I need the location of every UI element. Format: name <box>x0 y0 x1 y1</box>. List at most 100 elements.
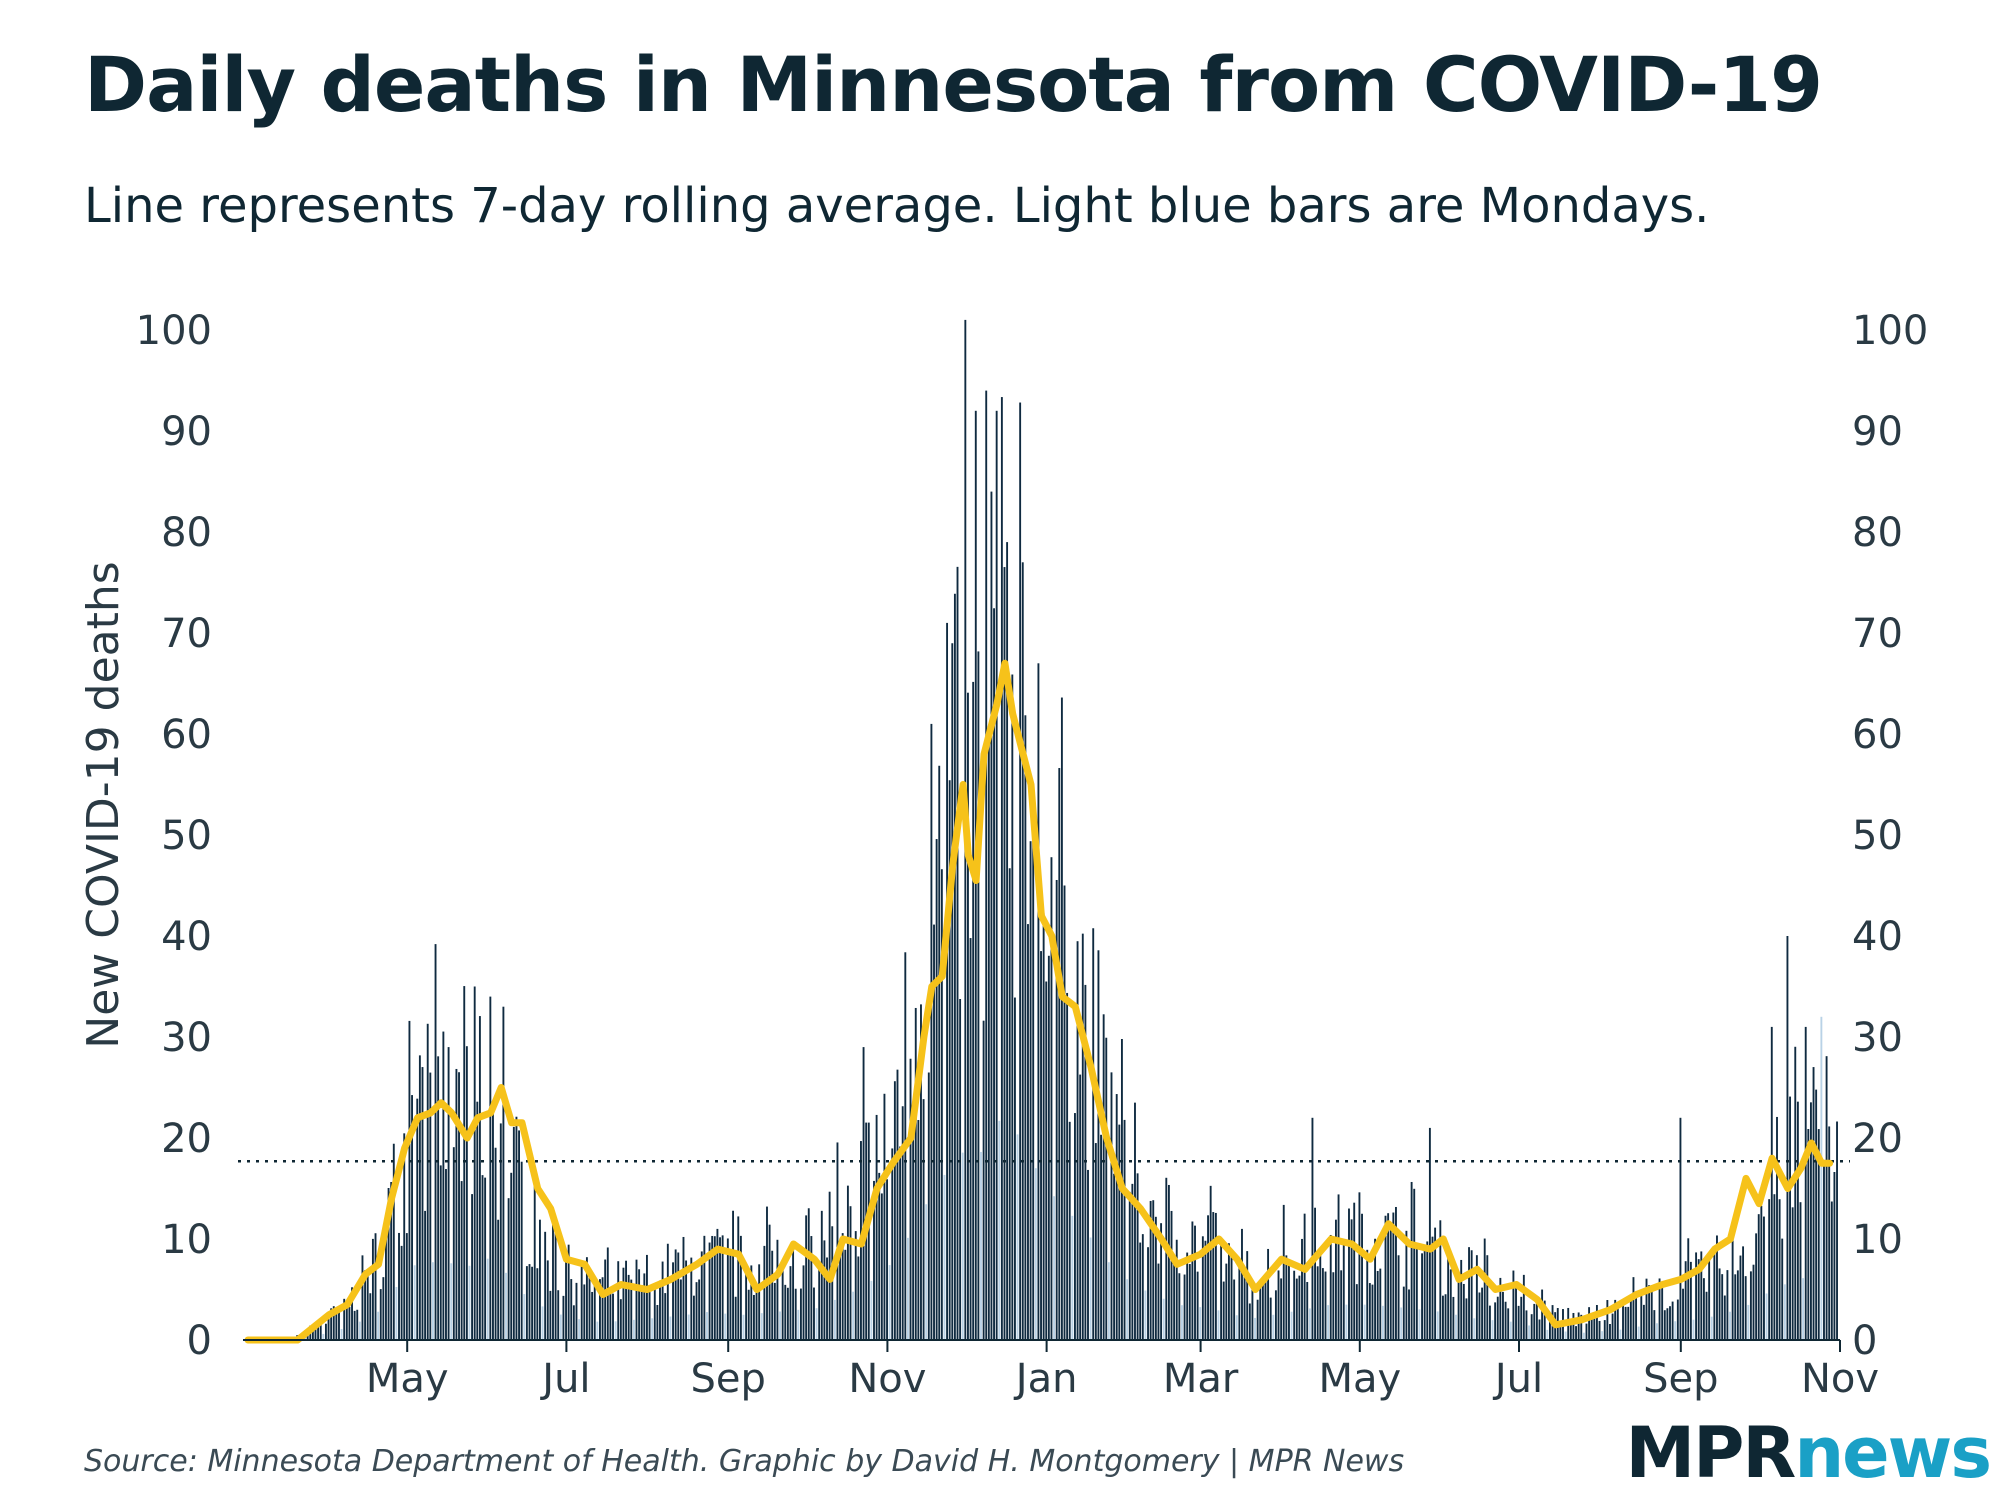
bar <box>886 1179 888 1340</box>
y-tick-label: 40 <box>161 914 212 960</box>
bar <box>1350 1219 1353 1340</box>
bar <box>1047 955 1050 1340</box>
bar <box>1499 1277 1502 1340</box>
monday-bar <box>1162 1298 1165 1340</box>
bar <box>1723 1295 1726 1340</box>
bar <box>512 1126 515 1340</box>
bar <box>1650 1285 1653 1340</box>
y-tick-label: 90 <box>161 409 212 455</box>
y-tick-label-right: 10 <box>1852 1217 1903 1263</box>
bar <box>1559 1321 1562 1340</box>
monday-bar <box>1181 1305 1183 1340</box>
bar <box>1757 1214 1760 1340</box>
bar <box>635 1259 638 1340</box>
bar <box>1042 913 1045 1340</box>
bar <box>1585 1323 1588 1340</box>
bar <box>1799 1202 1802 1340</box>
bar <box>948 780 951 1340</box>
bar <box>1622 1302 1624 1340</box>
bar <box>1288 1264 1290 1340</box>
bar <box>1136 1173 1139 1340</box>
bar <box>575 1282 578 1340</box>
bar <box>1405 1230 1408 1340</box>
bar <box>572 1305 575 1340</box>
bar <box>1110 1072 1113 1340</box>
bar <box>1773 1194 1776 1340</box>
bar <box>1060 697 1063 1340</box>
x-tick-label: Nov <box>1801 1356 1879 1402</box>
bar <box>1358 1192 1361 1340</box>
bar <box>732 1210 734 1340</box>
bar <box>820 1210 823 1340</box>
bar <box>1817 1129 1820 1340</box>
monday-bar <box>1820 1016 1823 1340</box>
x-tick-label: May <box>1318 1356 1401 1402</box>
bar <box>319 1325 322 1340</box>
bar <box>1661 1286 1664 1340</box>
bar <box>351 1287 353 1340</box>
bar <box>698 1279 701 1340</box>
monday-bar <box>632 1319 635 1340</box>
bar <box>747 1289 750 1340</box>
bar <box>703 1235 706 1340</box>
y-tick-label: 20 <box>161 1116 212 1162</box>
bar <box>1736 1270 1739 1340</box>
bar <box>1676 1299 1679 1340</box>
bar <box>1695 1252 1698 1340</box>
bar <box>1481 1287 1484 1340</box>
bar <box>369 1293 372 1340</box>
bar <box>1598 1320 1601 1340</box>
bar <box>1475 1255 1478 1340</box>
bar <box>437 1056 440 1340</box>
bar <box>1415 1244 1418 1340</box>
bar <box>1329 1234 1332 1340</box>
bar <box>1256 1299 1259 1340</box>
bar <box>1105 1037 1108 1340</box>
bar <box>1316 1266 1319 1340</box>
bar <box>1609 1324 1611 1340</box>
monday-bar <box>1747 1304 1750 1340</box>
bar <box>672 1262 674 1340</box>
bar <box>862 1047 865 1340</box>
monday-bar <box>1107 1262 1110 1340</box>
monday-bar <box>870 1280 873 1340</box>
bar <box>1726 1270 1729 1340</box>
bar <box>317 1324 320 1340</box>
bar <box>1515 1282 1517 1340</box>
y-tick-label-right: 30 <box>1852 1015 1903 1061</box>
bar <box>1366 1249 1369 1340</box>
bar <box>959 999 962 1340</box>
monday-bar <box>1436 1311 1439 1340</box>
bar <box>828 1191 831 1340</box>
monday-bar <box>1528 1325 1530 1340</box>
monday-bar <box>742 1314 745 1340</box>
x-tick-label: Mar <box>1163 1356 1239 1402</box>
bar <box>1815 1089 1818 1340</box>
bar <box>1575 1326 1577 1340</box>
bar <box>1682 1288 1684 1340</box>
bar <box>1306 1281 1309 1340</box>
bar <box>356 1309 359 1340</box>
bar <box>1809 1102 1812 1340</box>
bar <box>1147 1247 1149 1340</box>
bar <box>1225 1263 1228 1340</box>
bar <box>679 1279 682 1340</box>
bar <box>1212 1212 1215 1340</box>
bar <box>1008 868 1011 1340</box>
bar <box>896 1069 899 1340</box>
bar <box>1517 1305 1520 1340</box>
bar <box>1731 1224 1734 1340</box>
monday-bar <box>1601 1331 1604 1340</box>
monday-bar <box>1491 1320 1494 1340</box>
monday-bar <box>669 1316 672 1340</box>
bar <box>510 1172 513 1340</box>
bar <box>1739 1255 1742 1340</box>
monday-bar <box>614 1321 617 1340</box>
bar <box>653 1287 656 1340</box>
bar <box>1243 1270 1246 1340</box>
monday-bar <box>925 1204 928 1340</box>
bar <box>411 1095 413 1340</box>
monday-bar <box>1455 1314 1457 1340</box>
bar <box>1538 1319 1541 1340</box>
bar <box>839 1240 842 1340</box>
